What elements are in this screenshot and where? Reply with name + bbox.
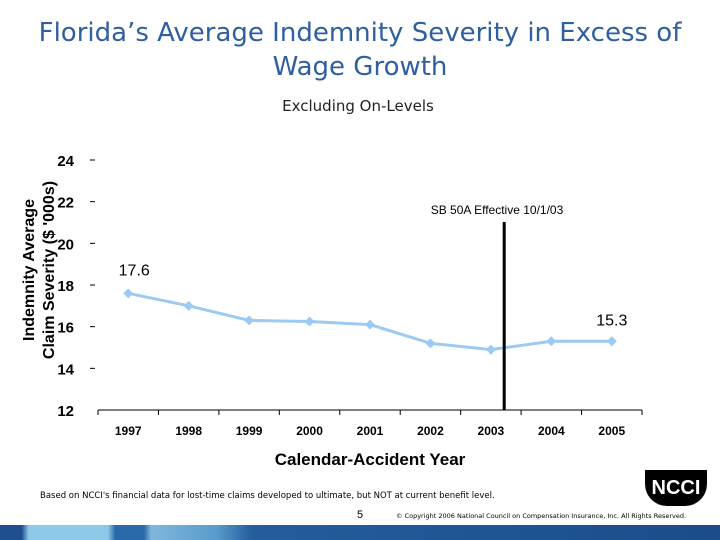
x-axis-label: Calendar-Accident Year [275,450,466,469]
data-point [365,319,375,330]
data-point [244,315,255,326]
x-tick-label: 1998 [175,424,202,438]
footnote: Based on NCCI's financial data for lost-… [40,491,495,501]
x-tick-label: 2000 [296,424,323,438]
chart-title: Florida’s Average Indemnity Severity in … [38,18,682,82]
x-tick-label: 2004 [538,424,565,438]
page-number: 5 [357,509,364,521]
annotation-label: SB 50A Effective 10/1/03 [431,203,564,217]
data-point [485,344,496,355]
x-tick-label: 2002 [417,424,444,438]
y-tick-label: 14 [57,361,74,378]
y-axis-label: Claim Severity ($ '000s) [41,181,58,359]
y-tick-label: 22 [57,195,74,212]
y-tick-label: 20 [57,236,74,253]
x-tick-label: 2001 [357,424,384,438]
data-point [425,338,436,349]
ncci-logo: NCCI [645,470,707,506]
footer-band [0,525,720,540]
data-point [183,300,194,311]
data-point [606,336,617,347]
y-axis-label: Indemnity Average [21,199,38,341]
data-label: 17.6 [119,262,150,279]
data-point [546,336,557,347]
data-point [304,316,315,327]
chart-subtitle: Excluding On-Levels [282,97,434,115]
x-tick-label: 2005 [598,424,625,438]
y-tick-label: 24 [57,153,74,170]
x-tick-label: 2003 [478,424,505,438]
x-tick-label: 1997 [115,424,142,438]
data-point [123,288,134,299]
y-tick-label: 12 [57,403,74,420]
y-tick-label: 16 [57,320,74,337]
x-tick-label: 1999 [236,424,263,438]
data-label: 15.3 [596,312,627,329]
y-tick-label: 18 [57,278,74,295]
copyright: © Copyright 2006 National Council on Com… [396,512,687,520]
